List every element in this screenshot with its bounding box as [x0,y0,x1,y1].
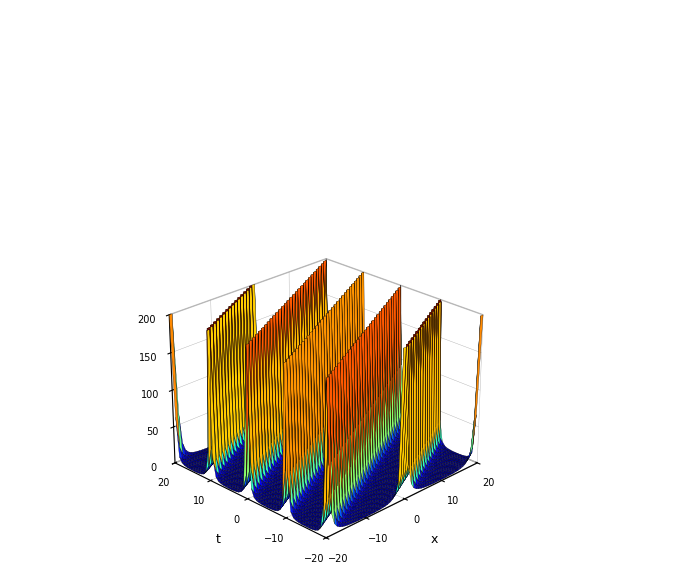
X-axis label: x: x [430,533,437,546]
Y-axis label: t: t [216,533,221,546]
